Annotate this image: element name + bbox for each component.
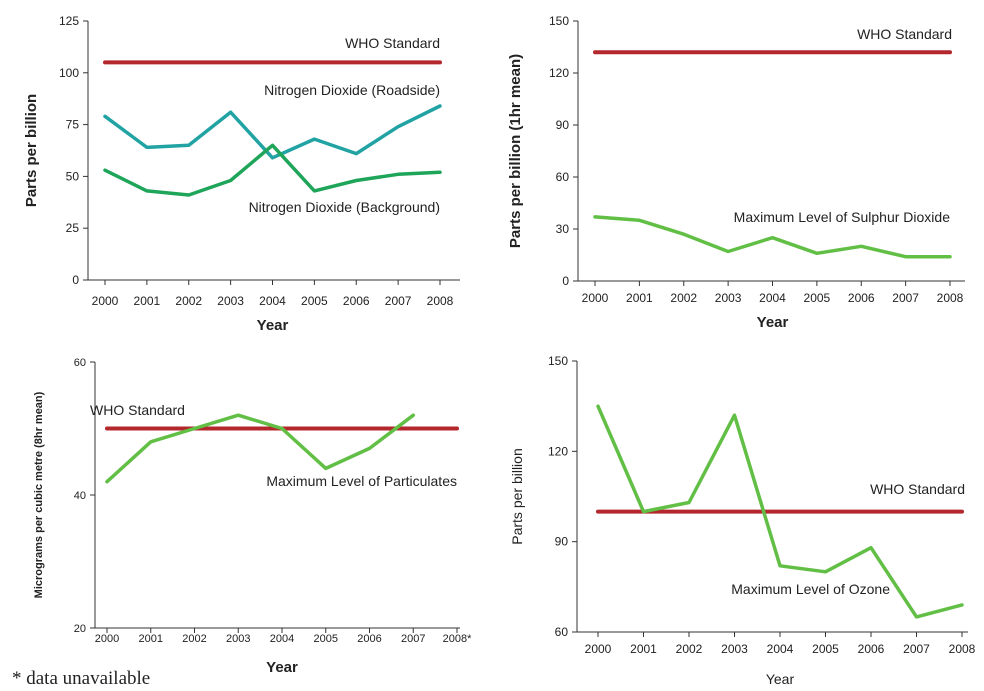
- footnote: * data unavailable: [12, 668, 151, 689]
- x-tick-label: 2005: [812, 642, 839, 656]
- y-tick-label: 90: [556, 118, 570, 132]
- y-tick-label: 20: [74, 623, 86, 635]
- x-tick-label: 2001: [630, 642, 657, 656]
- chart-1: 0 25 50 75 100 125 2000 2001 2002 2003 2004 2005 200…: [23, 14, 460, 334]
- x-tick-label: 2005: [301, 294, 328, 308]
- x-tick-label: 2004: [767, 642, 794, 656]
- y-tick-label: 0: [72, 273, 79, 287]
- y-axis-title: Parts per billion (1hr mean): [507, 54, 524, 248]
- x-tick-label: 2005: [314, 633, 338, 645]
- x-tick-label: 2002: [182, 633, 206, 645]
- x-tick-label: 2004: [270, 633, 294, 645]
- chart-4: 60 90 120 150 2000 2001 2002 2003 2004 2005 2006 20…: [509, 354, 976, 687]
- series-label-1: WHO Standard: [857, 26, 952, 42]
- x-tick-label: 2007: [892, 291, 919, 305]
- x-tick-label: 2008: [937, 291, 964, 305]
- series-label-1: WHO Standard: [870, 481, 965, 497]
- y-tick-label: 125: [59, 14, 79, 28]
- x-tick-label: 2007: [385, 294, 412, 308]
- chart-2: 0 30 60 90 120 150 2000 2001 2002 2003 2004 2005 200…: [507, 14, 965, 331]
- x-tick-label: 2008*: [443, 633, 472, 645]
- y-tick-label: 60: [74, 357, 86, 369]
- series-label-2: Maximum Level of Ozone: [731, 581, 890, 597]
- x-tick-label: 2002: [175, 294, 202, 308]
- x-tick-label: 2003: [226, 633, 250, 645]
- x-tick-label: 2003: [721, 642, 748, 656]
- y-tick-label: 40: [74, 490, 86, 502]
- series-line-2: [596, 404, 964, 619]
- chart-3: 20 40 60 2000 2001 2002 2003 2004 2005 2006 2007 20…: [33, 357, 472, 676]
- x-axis-title: Year: [766, 671, 795, 687]
- y-tick-label: 120: [549, 66, 569, 80]
- x-tick-label: 2004: [759, 291, 786, 305]
- y-tick-label: 150: [548, 354, 568, 368]
- series-line-2: [593, 215, 952, 259]
- x-tick-label: 2008: [427, 294, 454, 308]
- series-line-2: [103, 104, 442, 160]
- x-tick-label: 2000: [582, 291, 609, 305]
- x-tick-label: 2002: [670, 291, 697, 305]
- y-axis-title: Parts per billion: [509, 448, 525, 545]
- x-tick-label: 2000: [95, 633, 119, 645]
- x-tick-label: 2006: [357, 633, 381, 645]
- x-tick-label: 2006: [343, 294, 370, 308]
- x-tick-label: 2008: [949, 642, 976, 656]
- y-tick-label: 0: [562, 274, 569, 288]
- series-label-2: Nitrogen Dioxide (Roadside): [264, 82, 440, 98]
- x-tick-label: 2002: [676, 642, 703, 656]
- series-label-3: Nitrogen Dioxide (Background): [249, 199, 440, 215]
- y-tick-label: 60: [556, 170, 570, 184]
- y-tick-label: 25: [66, 221, 80, 235]
- x-tick-label: 2003: [715, 291, 742, 305]
- x-tick-label: 2004: [259, 294, 286, 308]
- y-tick-label: 50: [66, 169, 80, 183]
- series-label-2: Maximum Level of Sulphur Dioxide: [734, 209, 951, 225]
- y-tick-label: 75: [66, 118, 80, 132]
- x-tick-label: 2000: [585, 642, 612, 656]
- series-label-1: WHO Standard: [90, 402, 185, 418]
- y-tick-label: 90: [555, 535, 569, 549]
- y-axis-title: Parts per billion: [23, 94, 40, 207]
- x-axis-title: Year: [757, 314, 789, 331]
- series-line-2: [105, 413, 416, 484]
- x-axis-title: Year: [257, 317, 289, 334]
- x-tick-label: 2001: [626, 291, 653, 305]
- y-tick-label: 120: [548, 444, 568, 458]
- x-tick-label: 2003: [217, 294, 244, 308]
- series-line-3: [103, 143, 442, 197]
- y-axis-title: Micrograms per cubic metre (8hr mean): [33, 391, 45, 598]
- y-tick-label: 60: [555, 625, 569, 639]
- x-tick-label: 2001: [134, 294, 161, 308]
- x-tick-label: 2006: [848, 291, 875, 305]
- y-tick-label: 100: [59, 66, 79, 80]
- x-tick-label: 2001: [139, 633, 163, 645]
- x-tick-label: 2007: [401, 633, 425, 645]
- x-tick-label: 2005: [804, 291, 831, 305]
- y-tick-label: 30: [556, 222, 570, 236]
- x-tick-label: 2000: [92, 294, 119, 308]
- x-axis-title: Year: [266, 659, 298, 676]
- series-label-1: WHO Standard: [345, 35, 440, 51]
- x-tick-label: 2006: [858, 642, 885, 656]
- y-tick-label: 150: [549, 14, 569, 28]
- x-tick-label: 2007: [903, 642, 930, 656]
- series-label-2: Maximum Level of Particulates: [266, 473, 457, 489]
